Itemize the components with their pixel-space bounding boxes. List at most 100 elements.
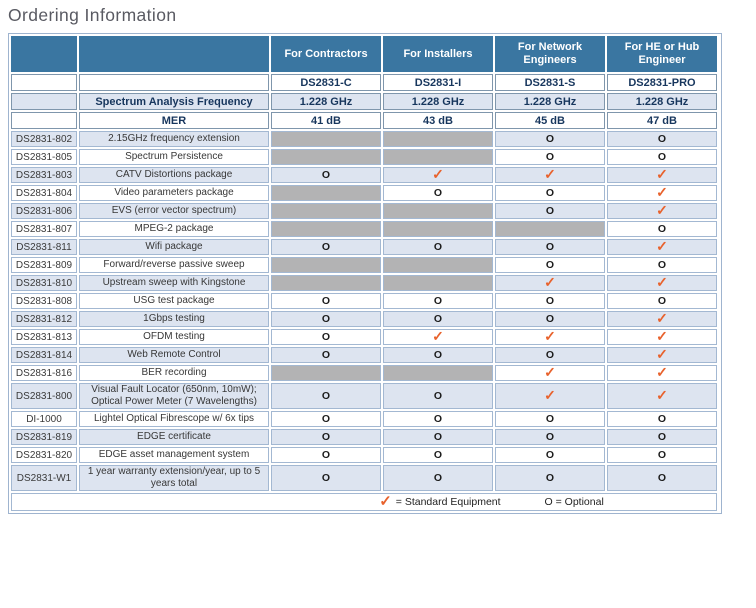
optional-cell: O [495, 203, 605, 219]
optional-marker: O [433, 472, 443, 484]
optional-marker: O [321, 449, 331, 461]
standard-cell: ✓ [607, 365, 717, 381]
feature-description: EDGE asset management system [79, 447, 269, 463]
spec-row-mer: MER 41 dB 43 dB 45 dB 47 dB [11, 112, 717, 129]
optional-cell: O [495, 465, 605, 491]
optional-cell: O [271, 329, 381, 345]
optional-marker: O [545, 413, 555, 425]
standard-check-icon: ✓ [656, 203, 668, 218]
standard-check-icon: ✓ [656, 275, 668, 290]
product-code: DS2831-802 [11, 131, 77, 147]
spec-label: MER [79, 112, 269, 129]
feature-description: Forward/reverse passive sweep [79, 257, 269, 273]
optional-cell: O [607, 465, 717, 491]
model-name: DS2831-I [383, 74, 493, 91]
not-available-cell [383, 257, 493, 273]
optional-marker: O [433, 313, 443, 325]
optional-cell: O [383, 383, 493, 409]
feature-row: DS2831-812 1Gbps testing O O O ✓ [11, 311, 717, 327]
not-available-cell [383, 221, 493, 237]
optional-marker: O [321, 313, 331, 325]
feature-row: DS2831-811 Wifi package O O O ✓ [11, 239, 717, 255]
page-title: Ordering Information [8, 5, 177, 25]
feature-row: DI-1000 Lightel Optical Fibrescope w/ 6x … [11, 411, 717, 427]
spec-value: 1.228 GHz [607, 93, 717, 110]
optional-cell: O [383, 447, 493, 463]
feature-description: CATV Distortions package [79, 167, 269, 183]
feature-row: DS2831-807 MPEG-2 package O [11, 221, 717, 237]
standard-check-icon: ✓ [656, 185, 668, 200]
optional-marker: O [545, 259, 555, 271]
product-code: DS2831-803 [11, 167, 77, 183]
optional-marker: O [433, 413, 443, 425]
standard-cell: ✓ [607, 383, 717, 409]
spec-value: 1.228 GHz [495, 93, 605, 110]
optional-marker: O [545, 187, 555, 199]
spec-value: 1.228 GHz [383, 93, 493, 110]
feature-description: USG test package [79, 293, 269, 309]
not-available-cell [271, 275, 381, 291]
optional-cell: O [495, 447, 605, 463]
optional-cell: O [383, 429, 493, 445]
optional-marker: O [545, 295, 555, 307]
column-header-network-engineers: For Network Engineers [495, 36, 605, 72]
not-available-cell [271, 185, 381, 201]
feature-row: DS2831-819 EDGE certificate O O O O [11, 429, 717, 445]
optional-marker: O [321, 295, 331, 307]
feature-row: DS2831-813 OFDM testing O ✓ ✓ ✓ [11, 329, 717, 345]
optional-cell: O [271, 347, 381, 363]
optional-marker: O [321, 431, 331, 443]
optional-cell: O [271, 429, 381, 445]
optional-marker: O [657, 223, 667, 235]
optional-cell: O [607, 149, 717, 165]
model-row-spacer [11, 74, 77, 91]
standard-cell: ✓ [607, 185, 717, 201]
standard-check-icon: ✓ [656, 311, 668, 326]
optional-marker: O [433, 349, 443, 361]
optional-cell: O [495, 239, 605, 255]
feature-description: Upstream sweep with Kingstone [79, 275, 269, 291]
feature-description: Lightel Optical Fibrescope w/ 6x tips [79, 411, 269, 427]
standard-check-icon: ✓ [544, 275, 556, 290]
optional-marker: O [545, 241, 555, 253]
product-code: DS2831-805 [11, 149, 77, 165]
feature-description: Video parameters package [79, 185, 269, 201]
optional-marker: O [321, 349, 331, 361]
optional-cell: O [383, 465, 493, 491]
optional-cell: O [495, 149, 605, 165]
model-row: DS2831-C DS2831-I DS2831-S DS2831-PRO [11, 74, 717, 91]
optional-marker: O [433, 390, 443, 402]
optional-marker: O [321, 390, 331, 402]
spec-value: 45 dB [495, 112, 605, 129]
product-code: DS2831-814 [11, 347, 77, 363]
optional-marker: O [433, 431, 443, 443]
optional-cell: O [383, 293, 493, 309]
standard-cell: ✓ [607, 203, 717, 219]
optional-cell: O [495, 347, 605, 363]
feature-description: EVS (error vector spectrum) [79, 203, 269, 219]
column-header-installers: For Installers [383, 36, 493, 72]
spec-value: 47 dB [607, 112, 717, 129]
model-name: DS2831-C [271, 74, 381, 91]
feature-row: DS2831-803 CATV Distortions package O ✓ ✓ ✓ [11, 167, 717, 183]
spec-value: 1.228 GHz [271, 93, 381, 110]
optional-marker: O [321, 241, 331, 253]
standard-cell: ✓ [495, 383, 605, 409]
optional-cell: O [271, 383, 381, 409]
optional-marker: O [545, 431, 555, 443]
not-available-cell [271, 203, 381, 219]
product-code: DS2831-809 [11, 257, 77, 273]
legend-cell: ✓ = Standard Equipment O = Optional [11, 493, 717, 511]
optional-marker: O [545, 449, 555, 461]
not-available-cell [383, 149, 493, 165]
standard-check-icon: ✓ [432, 329, 444, 344]
feature-description: MPEG-2 package [79, 221, 269, 237]
optional-marker: O [657, 151, 667, 163]
feature-description: Spectrum Persistence [79, 149, 269, 165]
optional-cell: O [607, 221, 717, 237]
feature-description: OFDM testing [79, 329, 269, 345]
legend-row: ✓ = Standard Equipment O = Optional [11, 493, 717, 511]
product-code: DS2831-807 [11, 221, 77, 237]
standard-check-icon: ✓ [656, 386, 668, 403]
feature-row: DS2831-809 Forward/reverse passive sweep O… [11, 257, 717, 273]
